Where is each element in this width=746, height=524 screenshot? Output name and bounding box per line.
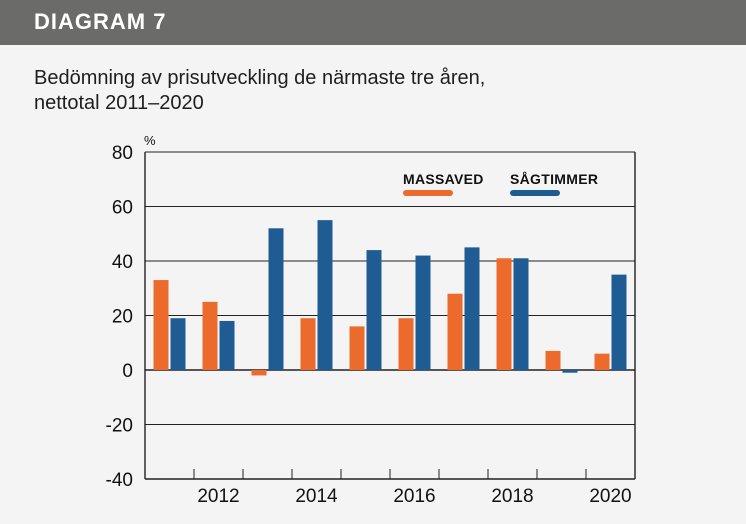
legend: MASSAVED SÅGTIMMER	[403, 171, 598, 196]
bar-sagtimmer-2016	[415, 255, 431, 370]
bar-massaved-2019	[545, 350, 561, 370]
y-unit-label: %	[144, 133, 156, 148]
bar-massaved-2014	[300, 318, 316, 370]
x-axis-labels: 2012 2014 2016 2018 2020	[197, 486, 631, 507]
y-tick-label: 40	[112, 252, 133, 273]
x-tick-label: 2014	[295, 486, 338, 507]
bar-massaved-2012	[202, 301, 218, 370]
chart-subtitle: Bedömning av prisutveckling de närmaste …	[34, 66, 674, 116]
bar-sagtimmer-2014	[317, 220, 333, 370]
y-tick-label: 80	[112, 143, 133, 164]
x-tick-label: 2020	[589, 486, 631, 507]
y-axis-labels: 80 60 40 20 0 -20 -40	[106, 143, 133, 491]
bar-sagtimmer-2019	[562, 370, 578, 373]
axes	[144, 152, 636, 480]
y-tick-label: -20	[106, 416, 133, 437]
bar-sagtimmer-2015	[366, 250, 382, 370]
x-tick-label: 2016	[393, 486, 435, 507]
y-tick-label: -40	[106, 470, 133, 491]
bar-sagtimmer-2017	[464, 247, 480, 370]
bar-massaved-2020	[594, 353, 610, 370]
bar-massaved-2015	[349, 326, 365, 370]
y-tick-label: 0	[122, 361, 133, 382]
legend-label-massaved: MASSAVED	[403, 171, 484, 187]
bar-massaved-2013	[251, 370, 267, 376]
bar-sagtimmer-2013	[268, 228, 284, 370]
bar-massaved-2011	[153, 280, 169, 370]
bars	[153, 220, 627, 376]
y-tick-label: 20	[112, 307, 133, 328]
legend-label-sagtimmer: SÅGTIMMER	[510, 171, 598, 187]
y-tick-label: 60	[112, 198, 133, 219]
bar-sagtimmer-2020	[611, 274, 627, 370]
bar-massaved-2018	[496, 258, 512, 370]
bar-sagtimmer-2011	[170, 318, 186, 370]
bar-massaved-2016	[398, 318, 414, 370]
x-tick-label: 2012	[197, 486, 239, 507]
bar-massaved-2017	[447, 293, 463, 370]
bar-sagtimmer-2018	[513, 258, 529, 370]
header-bar: DIAGRAM 7	[0, 0, 746, 45]
gridlines	[145, 151, 635, 480]
header-title: DIAGRAM 7	[34, 9, 167, 34]
subtitle-text: Bedömning av prisutveckling de närmaste …	[34, 67, 486, 114]
x-tick-label: 2018	[491, 486, 533, 507]
bar-sagtimmer-2012	[219, 320, 235, 370]
